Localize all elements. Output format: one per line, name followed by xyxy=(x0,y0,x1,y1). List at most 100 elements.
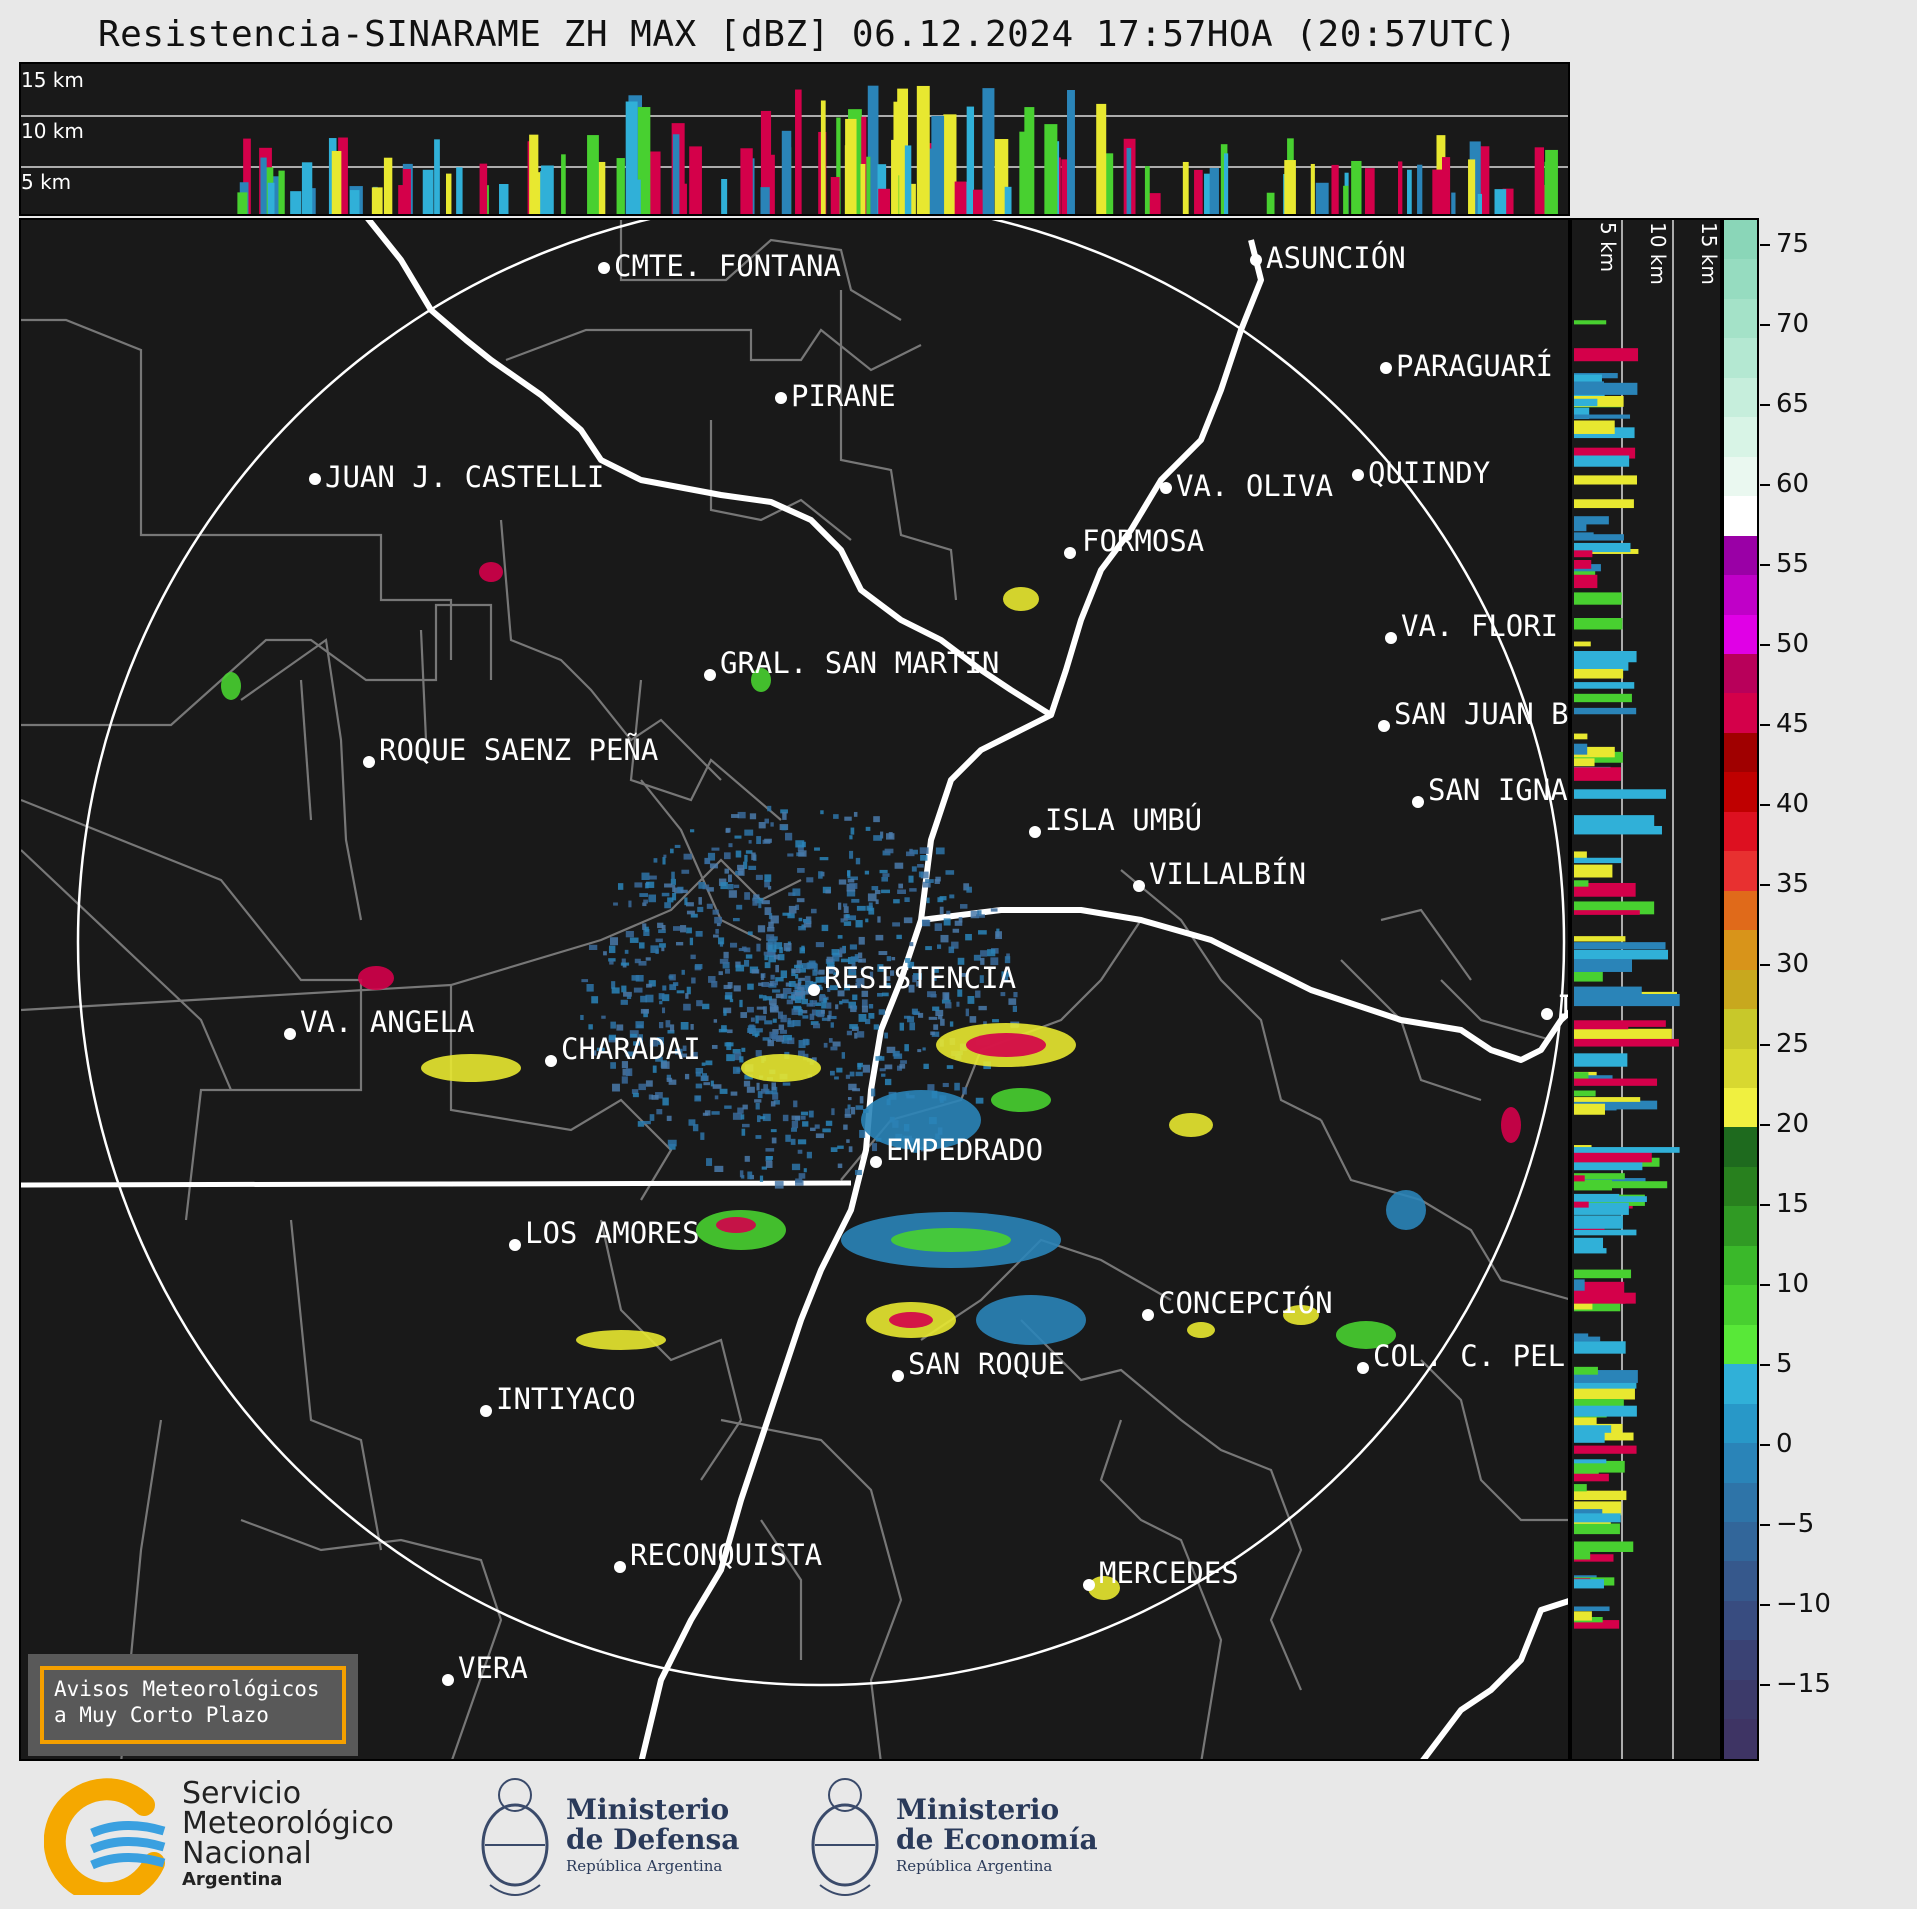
echo-pixel xyxy=(785,982,792,987)
city-label: LOS AMORES xyxy=(525,1216,700,1250)
echo-pixel xyxy=(803,1168,807,1173)
city-label: PIRANE xyxy=(791,379,896,413)
echo-pixel xyxy=(871,886,879,891)
echo-pixel xyxy=(897,889,906,895)
echo-pixel xyxy=(823,1042,828,1048)
echo-pixel xyxy=(797,986,805,990)
profile-echo xyxy=(631,179,641,214)
profile-echo xyxy=(1574,882,1636,897)
echo-pixel xyxy=(758,821,766,829)
colorbar-tick xyxy=(1760,1364,1770,1366)
echo-pixel xyxy=(898,883,904,889)
echo-pixel xyxy=(959,973,967,977)
echo-pixel xyxy=(890,970,895,976)
echo-pixel xyxy=(754,1099,762,1103)
profile-echo xyxy=(1574,618,1623,630)
echo-pixel xyxy=(850,966,856,973)
echo-pixel xyxy=(781,1039,790,1044)
echo-pixel xyxy=(848,969,857,976)
city-marker xyxy=(775,392,787,404)
echo-pixel xyxy=(724,1105,732,1109)
echo-pixel xyxy=(903,917,913,924)
echo-pixel xyxy=(868,907,875,915)
echo-pixel xyxy=(780,993,788,999)
echo-pixel xyxy=(922,919,931,927)
echo-pixel xyxy=(646,983,652,988)
echo-pixel xyxy=(903,1015,911,1019)
echo-pixel xyxy=(822,1128,831,1133)
profile-echo xyxy=(1574,789,1666,799)
echo-pixel xyxy=(643,928,650,937)
profile-echo xyxy=(1574,1193,1620,1199)
echo-pixel xyxy=(672,884,676,893)
echo-pixel xyxy=(709,863,718,869)
echo-pixel xyxy=(832,1041,841,1047)
radar-map[interactable]: CMTE. FONTANA ASUNCIÓN PARAGUARÍ PIRANE JUAN… xyxy=(19,218,1570,1761)
echo-pixel xyxy=(990,957,999,966)
city-label: CONCEPCIÓN xyxy=(1158,1286,1333,1320)
echo-pixel xyxy=(861,1005,868,1013)
height-label-10km: 10 km xyxy=(21,119,84,143)
echo-pixel xyxy=(819,995,826,1002)
profile-echo xyxy=(1574,1162,1643,1171)
city-marker xyxy=(1380,362,1392,374)
echo-pixel xyxy=(760,973,765,981)
echo-pixel xyxy=(938,1015,943,1020)
echo-pixel xyxy=(676,990,685,994)
echo-pixel xyxy=(697,906,704,913)
colorbar-segment xyxy=(1724,930,1757,970)
profile-echo xyxy=(1574,1028,1672,1041)
echo-pixel xyxy=(748,865,757,870)
echo-pixel xyxy=(682,1045,687,1052)
echo-pixel xyxy=(802,1121,809,1127)
profile-echo xyxy=(637,107,651,214)
profile-echo xyxy=(1574,1579,1604,1589)
echo-pixel xyxy=(756,1006,765,1010)
echo-pixel xyxy=(843,921,852,926)
echo-pixel xyxy=(735,850,742,858)
echo-pixel xyxy=(837,990,845,997)
echo-pixel xyxy=(848,1146,853,1153)
echo-pixel xyxy=(825,889,831,894)
profile-echo xyxy=(1574,1229,1637,1236)
echo-pixel xyxy=(734,1052,742,1061)
echo-pixel xyxy=(739,999,743,1008)
colorbar-tick-label: 40 xyxy=(1776,789,1810,819)
echo-pixel xyxy=(797,1139,807,1145)
echo-pixel xyxy=(732,1049,741,1054)
notice-link[interactable]: Avisos Meteorológicos a Muy Corto Plazo xyxy=(40,1666,346,1744)
echo-pixel xyxy=(581,979,589,983)
profile-echo xyxy=(1574,1398,1624,1407)
echo-pixel xyxy=(634,958,641,964)
echo-pixel xyxy=(588,1024,593,1030)
echo-pixel xyxy=(886,956,892,962)
echo-pixel xyxy=(866,905,873,911)
profile-echo xyxy=(845,118,857,214)
echo-pixel xyxy=(801,963,811,970)
notice-box[interactable]: Avisos Meteorológicos a Muy Corto Plazo xyxy=(28,1654,358,1756)
echo-pixel xyxy=(755,1015,759,1024)
echo-pixel xyxy=(701,1062,706,1066)
echo-pixel xyxy=(877,992,883,997)
echo-pixel xyxy=(690,913,698,918)
profile-echo xyxy=(954,181,967,214)
echo-pixel xyxy=(884,1078,892,1086)
colorbar-segment xyxy=(1724,456,1757,497)
echo-pixel xyxy=(783,942,792,951)
echo-pixel xyxy=(739,1170,744,1178)
storm-cell xyxy=(966,1033,1046,1057)
echo-pixel xyxy=(823,997,828,1003)
colorbar-segment xyxy=(1724,653,1757,694)
city-marker xyxy=(598,262,610,274)
storm-cell xyxy=(741,1054,821,1082)
echo-pixel xyxy=(855,857,861,865)
echo-pixel xyxy=(791,1120,799,1129)
city-marker xyxy=(808,984,820,996)
city-label: PARAGUARÍ xyxy=(1396,349,1554,383)
echo-pixel xyxy=(894,862,904,869)
echo-pixel xyxy=(669,1024,675,1032)
echo-pixel xyxy=(821,924,829,932)
profile-echo xyxy=(672,134,680,214)
echo-pixel xyxy=(670,848,674,854)
profile-echo xyxy=(1534,147,1544,214)
